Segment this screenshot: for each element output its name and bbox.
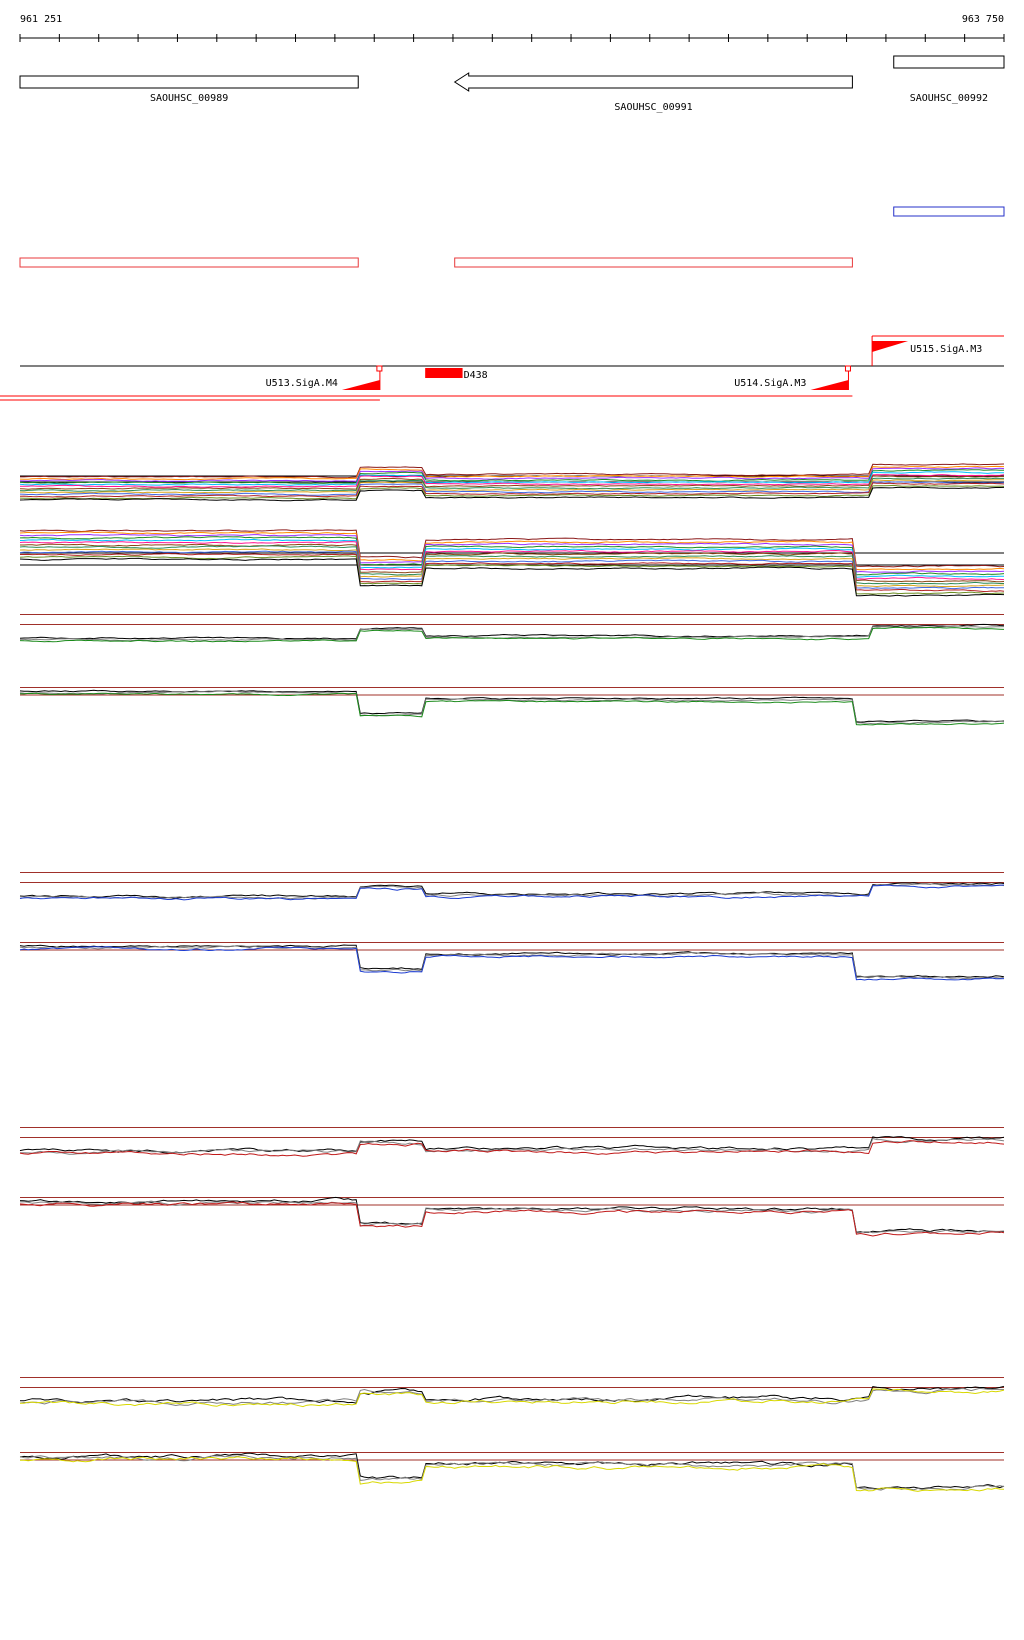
multi-track-minus-line (19, 536, 1005, 576)
multi-track-minus-line (19, 548, 1005, 588)
condition-plus-line (20, 1388, 1005, 1408)
promoter-flag (341, 380, 380, 390)
condition-plus-line (19, 884, 1005, 901)
multi-track-plus-line (19, 467, 1005, 482)
condition-minus-line (19, 1201, 1005, 1237)
condition-minus-line (19, 945, 1005, 980)
condition-plus-line (19, 1387, 1005, 1407)
multi-track-minus-line (19, 529, 1005, 568)
gene-box (893, 55, 1005, 69)
red-annotation-2 (454, 257, 853, 268)
multi-track-minus-line (19, 557, 1005, 597)
condition-minus-line (19, 1452, 1005, 1490)
feature-label: D438 (464, 370, 488, 381)
multi-track-minus-line (19, 545, 1004, 585)
multi-track-plus-line (19, 484, 1005, 500)
condition-minus-line (19, 944, 1005, 978)
multi-track-plus-line (20, 479, 1005, 494)
gene-label: SAOUHSC_00989 (150, 93, 228, 104)
ruler-end-label: 963 750 (962, 14, 1004, 25)
multi-track-plus-line (19, 469, 1004, 484)
condition-plus-line (20, 625, 1005, 642)
multi-track-plus-line (19, 475, 1004, 490)
gene-arrow (453, 72, 853, 92)
multi-track-minus-line (19, 531, 1005, 571)
multi-track-plus-line (19, 465, 1005, 481)
multi-track-plus-line (19, 477, 1004, 492)
ruler-start-label: 961 251 (20, 14, 62, 25)
expression-plots (19, 463, 1005, 1492)
promoter-flag (872, 341, 909, 352)
red-annotation-1 (19, 257, 359, 268)
multi-track-minus-line (19, 541, 1005, 581)
condition-minus-line (19, 1456, 1005, 1492)
feature-track: U513.SigA.M4 U514.SigA.M3 U515.SigA.M3 D438 (0, 335, 1004, 401)
promoter-label: U513.SigA.M4 (266, 378, 338, 389)
multi-track-minus-line (19, 538, 1004, 578)
condition-plus-line (19, 623, 1005, 640)
coordinate-ruler (19, 34, 1005, 42)
promoter-label: U514.SigA.M3 (734, 378, 806, 389)
multi-track-plus-line (19, 481, 1005, 496)
promoter-marker (376, 365, 383, 372)
condition-minus-line (19, 1200, 1005, 1234)
feature-block (425, 368, 463, 378)
condition-minus-line (19, 946, 1005, 981)
multi-track-minus-line (19, 533, 1005, 573)
promoter-flag (810, 380, 849, 390)
condition-plus-line (19, 1140, 1005, 1157)
blue-annotation-1 (893, 206, 1005, 217)
multi-track-minus-line (19, 555, 1005, 595)
multi-track-plus-line (20, 463, 1005, 479)
promoter-label: U515.SigA.M3 (910, 344, 982, 355)
condition-plus-line (19, 626, 1005, 643)
multi-track-minus-line (20, 543, 1005, 583)
multi-track-minus-line (19, 550, 1005, 590)
multi-track-minus-line (20, 552, 1005, 593)
gene-label: SAOUHSC_00992 (910, 93, 988, 104)
condition-minus-line (19, 1454, 1005, 1491)
condition-plus-line (19, 1385, 1005, 1404)
promoter-marker (844, 365, 851, 372)
condition-minus-line (19, 690, 1005, 725)
multi-track-plus-line (19, 471, 1004, 486)
multi-track-plus-line (19, 486, 1005, 502)
condition-minus-line (19, 692, 1005, 726)
condition-minus-line (19, 1196, 1005, 1233)
annotation-track (19, 206, 1005, 268)
gene-label: SAOUHSC_00991 (614, 102, 692, 113)
gene-track: SAOUHSC_00989 SAOUHSC_00991 SAOUHSC_00992 (19, 55, 1005, 113)
multi-track-plus-line (19, 482, 1005, 498)
multi-track-plus-line (19, 474, 1005, 488)
gene-box (19, 75, 359, 89)
